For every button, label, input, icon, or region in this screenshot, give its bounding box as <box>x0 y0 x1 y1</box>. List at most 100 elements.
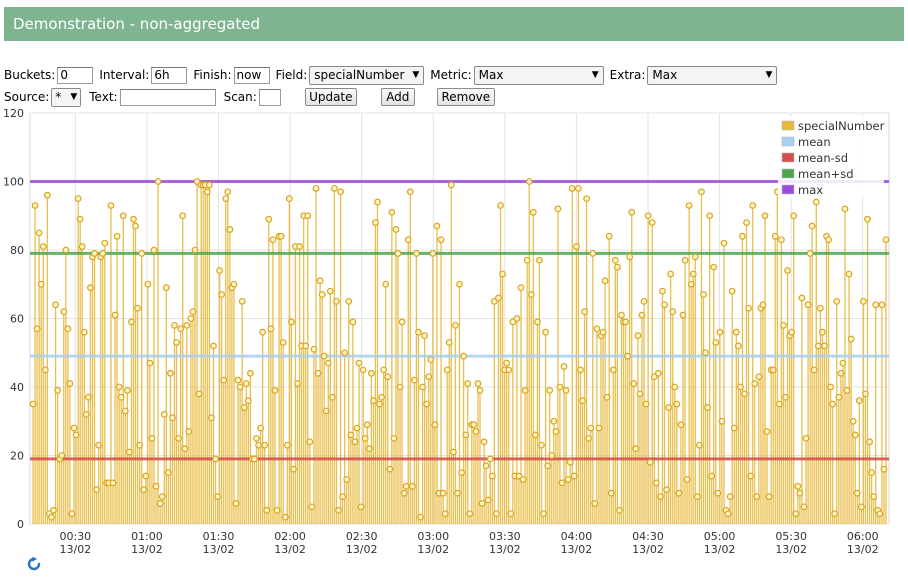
data-point <box>33 325 41 333</box>
data-point <box>169 414 176 422</box>
data-point <box>189 308 197 316</box>
data-point <box>183 321 191 329</box>
data-point <box>314 369 322 377</box>
data-point <box>624 352 632 360</box>
data-point <box>862 390 869 398</box>
data-point <box>283 441 291 449</box>
data-point <box>316 277 324 285</box>
source-select[interactable]: * ▼ <box>51 87 82 107</box>
buckets-input[interactable]: 0 <box>57 66 94 84</box>
y-tick-label: 0 <box>17 518 24 531</box>
data-point <box>736 383 744 391</box>
data-point <box>413 250 420 257</box>
data-point <box>185 428 193 435</box>
data-point <box>171 321 178 329</box>
data-point <box>585 434 593 442</box>
data-point <box>558 479 566 487</box>
data-point <box>398 318 406 326</box>
data-point <box>101 239 109 247</box>
data-point <box>589 250 597 257</box>
data-point <box>595 424 603 432</box>
data-point <box>439 489 447 497</box>
data-point <box>177 325 185 333</box>
field-select[interactable]: specialNumber ▼ <box>309 65 425 85</box>
data-point <box>470 421 478 429</box>
finish-input[interactable]: now <box>233 66 270 84</box>
data-point <box>546 387 554 394</box>
data-point <box>695 441 703 449</box>
data-point <box>704 404 711 411</box>
data-point <box>220 376 228 384</box>
data-point <box>677 421 685 429</box>
scan-label: Scan: <box>223 90 257 104</box>
data-point <box>406 188 414 196</box>
data-point <box>718 417 726 425</box>
data-point <box>460 352 468 360</box>
data-point <box>702 349 709 357</box>
x-tick-label-time: 04:30 <box>632 530 664 543</box>
x-tick-label-time: 03:00 <box>417 530 449 543</box>
data-point <box>269 236 277 244</box>
x-tick-label-date: 13/02 <box>847 543 879 555</box>
data-point <box>70 424 78 432</box>
data-point <box>333 297 340 305</box>
data-point <box>351 438 359 446</box>
data-point <box>599 328 607 336</box>
data-point <box>388 208 396 216</box>
data-point <box>109 479 117 487</box>
data-point <box>134 304 141 312</box>
metric-select[interactable]: Max ▼ <box>473 65 604 85</box>
data-point <box>734 342 742 350</box>
x-tick-label-date: 13/02 <box>131 543 163 555</box>
data-point <box>780 321 787 329</box>
data-point <box>361 434 369 442</box>
x-tick-label-time: 05:30 <box>775 530 807 543</box>
data-point <box>663 486 670 494</box>
data-point <box>730 424 738 432</box>
legend-label: max <box>798 183 823 197</box>
data-point <box>208 414 215 422</box>
data-point <box>622 318 629 326</box>
data-point <box>808 222 816 230</box>
data-point <box>698 188 705 196</box>
data-point <box>798 294 806 302</box>
remove-button[interactable]: Remove <box>436 88 495 106</box>
data-point <box>296 243 303 250</box>
extra-select[interactable]: Max ▼ <box>647 65 778 85</box>
data-point <box>669 308 677 316</box>
interval-input[interactable]: 6h <box>151 66 188 84</box>
data-point <box>166 369 174 377</box>
data-point <box>382 280 390 288</box>
add-button[interactable]: Add <box>380 88 415 106</box>
data-point <box>540 510 547 518</box>
data-point <box>419 383 426 391</box>
data-point <box>210 342 217 350</box>
data-point <box>121 407 129 415</box>
data-point <box>251 455 258 463</box>
data-point <box>279 339 287 346</box>
data-point <box>404 236 412 244</box>
data-point <box>205 181 213 189</box>
data-point <box>544 462 552 470</box>
data-point <box>763 428 771 435</box>
refresh-icon[interactable] <box>26 556 42 572</box>
data-point <box>451 321 459 329</box>
data-point <box>259 328 267 336</box>
data-point <box>277 232 285 240</box>
data-point <box>341 349 349 357</box>
data-point <box>378 393 385 401</box>
data-point <box>427 356 435 364</box>
data-point <box>54 387 62 394</box>
update-button[interactable]: Update <box>304 88 357 106</box>
data-point <box>613 263 621 271</box>
scan-input[interactable] <box>258 88 281 106</box>
data-point <box>673 400 681 408</box>
data-point <box>739 232 746 240</box>
text-input[interactable] <box>119 88 216 106</box>
data-point <box>302 342 310 350</box>
data-point <box>693 493 701 501</box>
query-controls-row-1: Buckets: 0 Interval: 6h Finish: now Fiel… <box>4 65 778 85</box>
data-point <box>50 506 57 514</box>
data-point <box>575 184 582 192</box>
data-point <box>179 212 187 220</box>
